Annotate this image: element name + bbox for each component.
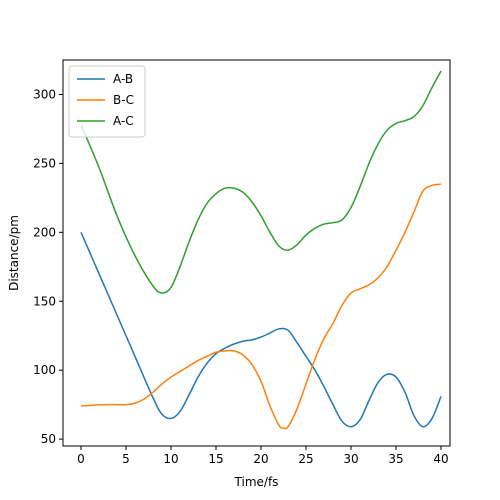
x-tick-label: 10 [163, 452, 178, 466]
x-tick-label: 15 [208, 452, 223, 466]
series-line-a-c [80, 70, 442, 294]
legend-label-a-c: A-C [113, 114, 134, 128]
y-tick-label: 150 [33, 294, 56, 308]
series-line-a-b [80, 232, 442, 428]
legend-label-b-c: B-C [113, 93, 134, 107]
x-axis-ticks: 0 5 10 15 20 25 30 35 40 [77, 446, 449, 466]
series-layer [80, 70, 442, 430]
y-axis-ticks: 50 100 150 200 250 300 [33, 87, 63, 446]
plot-frame [62, 59, 451, 447]
legend-label-a-b: A-B [113, 72, 133, 86]
series-line-b-c [80, 183, 442, 430]
y-tick-label: 250 [33, 156, 56, 170]
y-tick-label: 50 [41, 432, 56, 446]
x-tick-label: 20 [253, 452, 268, 466]
y-tick-label: 100 [33, 363, 56, 377]
x-axis-label: Time/fs [234, 475, 279, 489]
y-tick-label: 200 [33, 225, 56, 239]
x-tick-label: 5 [122, 452, 130, 466]
y-axis-label: Distance/pm [7, 215, 21, 291]
x-tick-label: 25 [298, 452, 313, 466]
x-tick-label: 30 [343, 452, 358, 466]
legend: A-B B-C A-C [68, 65, 146, 138]
x-tick-label: 35 [388, 452, 403, 466]
x-tick-label: 0 [77, 452, 85, 466]
legend-box [68, 65, 146, 138]
x-tick-label: 40 [433, 452, 448, 466]
y-tick-label: 300 [33, 87, 56, 101]
